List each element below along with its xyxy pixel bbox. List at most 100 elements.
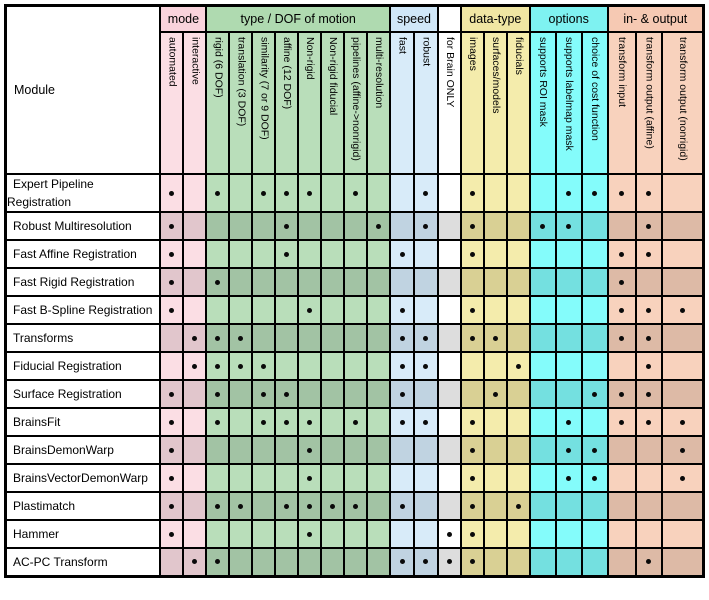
matrix-cell [228, 379, 254, 409]
matrix-cell [459, 519, 485, 549]
matrix-cell [554, 239, 583, 269]
matrix-cell [528, 435, 557, 465]
column-header-label: transform output (affine) [643, 37, 656, 149]
matrix-cell [459, 491, 485, 521]
dot-icon [646, 559, 652, 565]
column-header-datatype-2: fiducials [505, 31, 531, 175]
table-row: Transforms [4, 323, 705, 353]
matrix-cell [661, 435, 705, 465]
matrix-cell [459, 547, 485, 577]
module-name-cell: Expert Pipeline Registration [4, 173, 162, 213]
matrix-cell [205, 547, 231, 577]
matrix-cell [554, 295, 583, 325]
dot-icon [619, 391, 625, 397]
table-row: Plastimatch [4, 491, 705, 521]
dot-icon [399, 391, 405, 397]
matrix-cell [554, 519, 583, 549]
table-row: BrainsVectorDemonWarp [4, 463, 705, 493]
matrix-cell [436, 519, 462, 549]
matrix-cell [634, 379, 664, 409]
matrix-cell [436, 211, 462, 241]
dot-icon [399, 251, 405, 257]
matrix-cell [366, 519, 392, 549]
dot-icon [399, 363, 405, 369]
matrix-cell [661, 323, 705, 353]
dot-icon [423, 419, 429, 425]
group-header-inout: in- & output [606, 4, 705, 33]
matrix-cell [389, 435, 415, 465]
dot-icon [192, 559, 198, 565]
matrix-cell [205, 463, 231, 493]
matrix-cell [205, 239, 231, 269]
matrix-cell [459, 239, 485, 269]
dot-icon [307, 531, 313, 537]
dot-icon [646, 335, 652, 341]
matrix-cell [366, 463, 392, 493]
module-name: Robust Multiresolution [13, 219, 132, 233]
dot-icon [566, 190, 572, 196]
matrix-cell [320, 547, 346, 577]
module-name: Fast Affine Registration [13, 247, 137, 261]
matrix-cell [554, 211, 583, 241]
column-header-speed-0: fast [389, 31, 415, 175]
group-header-mode: mode [159, 4, 208, 33]
dot-icon [423, 363, 429, 369]
matrix-cell [505, 463, 531, 493]
matrix-cell [634, 547, 664, 577]
matrix-cell [251, 267, 277, 297]
matrix-cell [554, 435, 583, 465]
matrix-cell [459, 435, 485, 465]
matrix-cell [606, 491, 637, 521]
matrix-cell [528, 211, 557, 241]
matrix-cell [528, 491, 557, 521]
dot-icon [169, 391, 175, 397]
dot-icon [646, 363, 652, 369]
matrix-cell [459, 295, 485, 325]
dot-icon [399, 335, 405, 341]
dot-icon [646, 223, 652, 229]
dot-icon [215, 559, 221, 565]
matrix-cell [297, 323, 323, 353]
column-header-label: affine (12 DOF) [281, 37, 294, 110]
matrix-cell [554, 267, 583, 297]
matrix-cell [251, 239, 277, 269]
column-header-motion-5: Non-rigid fiducial [320, 31, 346, 175]
dot-icon [540, 223, 546, 229]
module-name: Fast B-Spline Registration [13, 303, 153, 317]
matrix-cell [580, 323, 609, 353]
column-header-label: choice of cost function [589, 37, 602, 141]
matrix-cell [634, 173, 664, 213]
dot-icon [469, 307, 475, 313]
matrix-cell [389, 519, 415, 549]
matrix-cell [459, 379, 485, 409]
matrix-cell [412, 239, 439, 269]
matrix-cell [343, 491, 369, 521]
matrix-cell [412, 211, 439, 241]
column-header-label: supports labelmap mask [563, 37, 576, 151]
dot-icon [307, 447, 313, 453]
column-header-label: translation (3 DOF) [235, 37, 248, 127]
dot-icon [169, 419, 175, 425]
table-row: Fast Affine Registration [4, 239, 705, 269]
matrix-cell [343, 547, 369, 577]
matrix-cell [182, 491, 208, 521]
dot-icon [307, 307, 313, 313]
column-header-label: automated [166, 37, 179, 87]
matrix-cell [159, 239, 185, 269]
matrix-cell [505, 547, 531, 577]
column-header-motion-1: translation (3 DOF) [228, 31, 254, 175]
column-header-options-1: supports labelmap mask [554, 31, 583, 175]
matrix-cell [389, 295, 415, 325]
matrix-cell [436, 351, 462, 381]
module-name: Fast Rigid Registration [13, 275, 135, 289]
column-header-inout-2: transform output (nonrigid) [661, 31, 705, 175]
module-name-cell: BrainsFit [4, 407, 162, 437]
dot-icon [169, 190, 175, 196]
column-header-label: transform input [616, 37, 629, 108]
matrix-cell [343, 267, 369, 297]
dot-icon [423, 335, 429, 341]
matrix-cell [505, 491, 531, 521]
matrix-cell [389, 323, 415, 353]
dot-icon [353, 419, 359, 425]
matrix-cell [320, 323, 346, 353]
